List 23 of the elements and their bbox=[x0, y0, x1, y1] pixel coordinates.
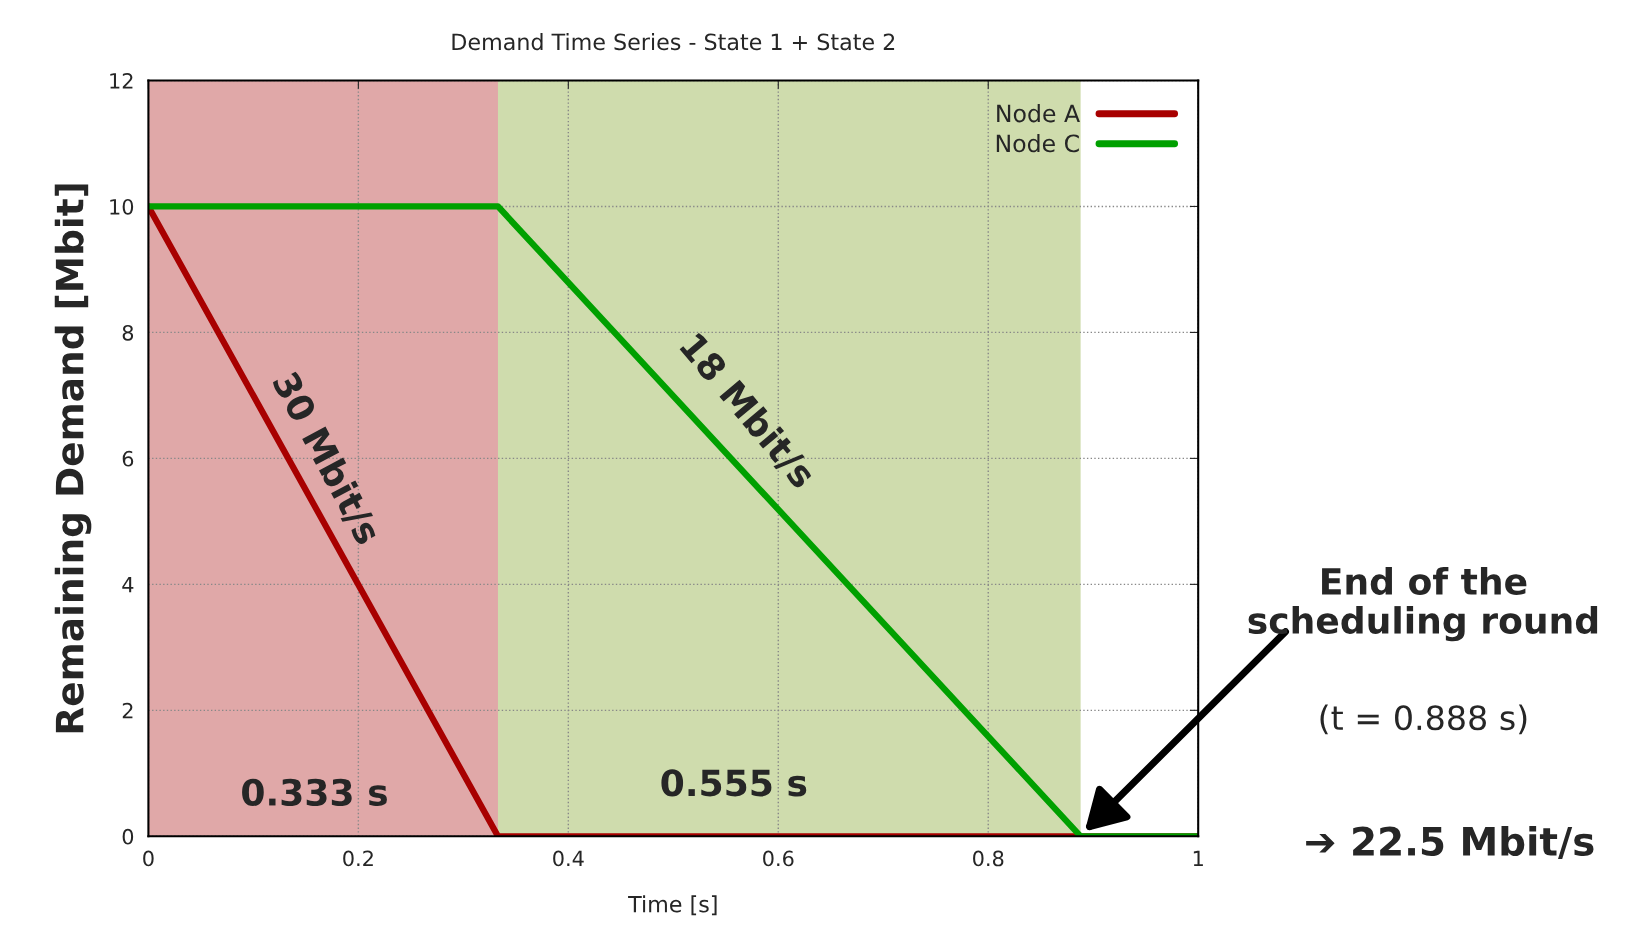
x-tick-label: 0 bbox=[143, 850, 154, 867]
x-tick-label: 0.4 bbox=[553, 850, 584, 867]
text: End of the scheduling round bbox=[1248, 567, 1598, 642]
y-tick-label: 4 bbox=[122, 577, 134, 593]
text: ➔ 22.5 Mbit/s bbox=[1306, 825, 1594, 860]
text: (t = 0.888 s) bbox=[1320, 704, 1527, 735]
x-tick-label: 0.8 bbox=[973, 850, 1004, 867]
x-tick-label: 0.6 bbox=[763, 850, 794, 867]
y-axis-title: Remaining Demand [Mbit] bbox=[54, 184, 92, 733]
legend-label: Node C bbox=[996, 134, 1079, 153]
x-tick-label: 0.2 bbox=[343, 850, 373, 867]
y-tick-label: 10 bbox=[110, 198, 134, 215]
y-tick-label: 8 bbox=[122, 324, 134, 341]
y-tick-label: 6 bbox=[122, 450, 134, 467]
legend-label: Node A bbox=[997, 104, 1080, 123]
chart-title: Demand Time Series - State 1 + State 2 bbox=[452, 33, 895, 51]
annotation: 0.555 s bbox=[661, 769, 807, 797]
y-tick-label: 0 bbox=[122, 828, 134, 845]
x-tick-label: 1 bbox=[1193, 850, 1203, 867]
y-tick-label: 2 bbox=[122, 702, 133, 719]
x-axis-title: Time [s] bbox=[628, 895, 717, 916]
annotation: 0.333 s bbox=[242, 778, 387, 806]
y-tick-label: 12 bbox=[110, 72, 133, 89]
